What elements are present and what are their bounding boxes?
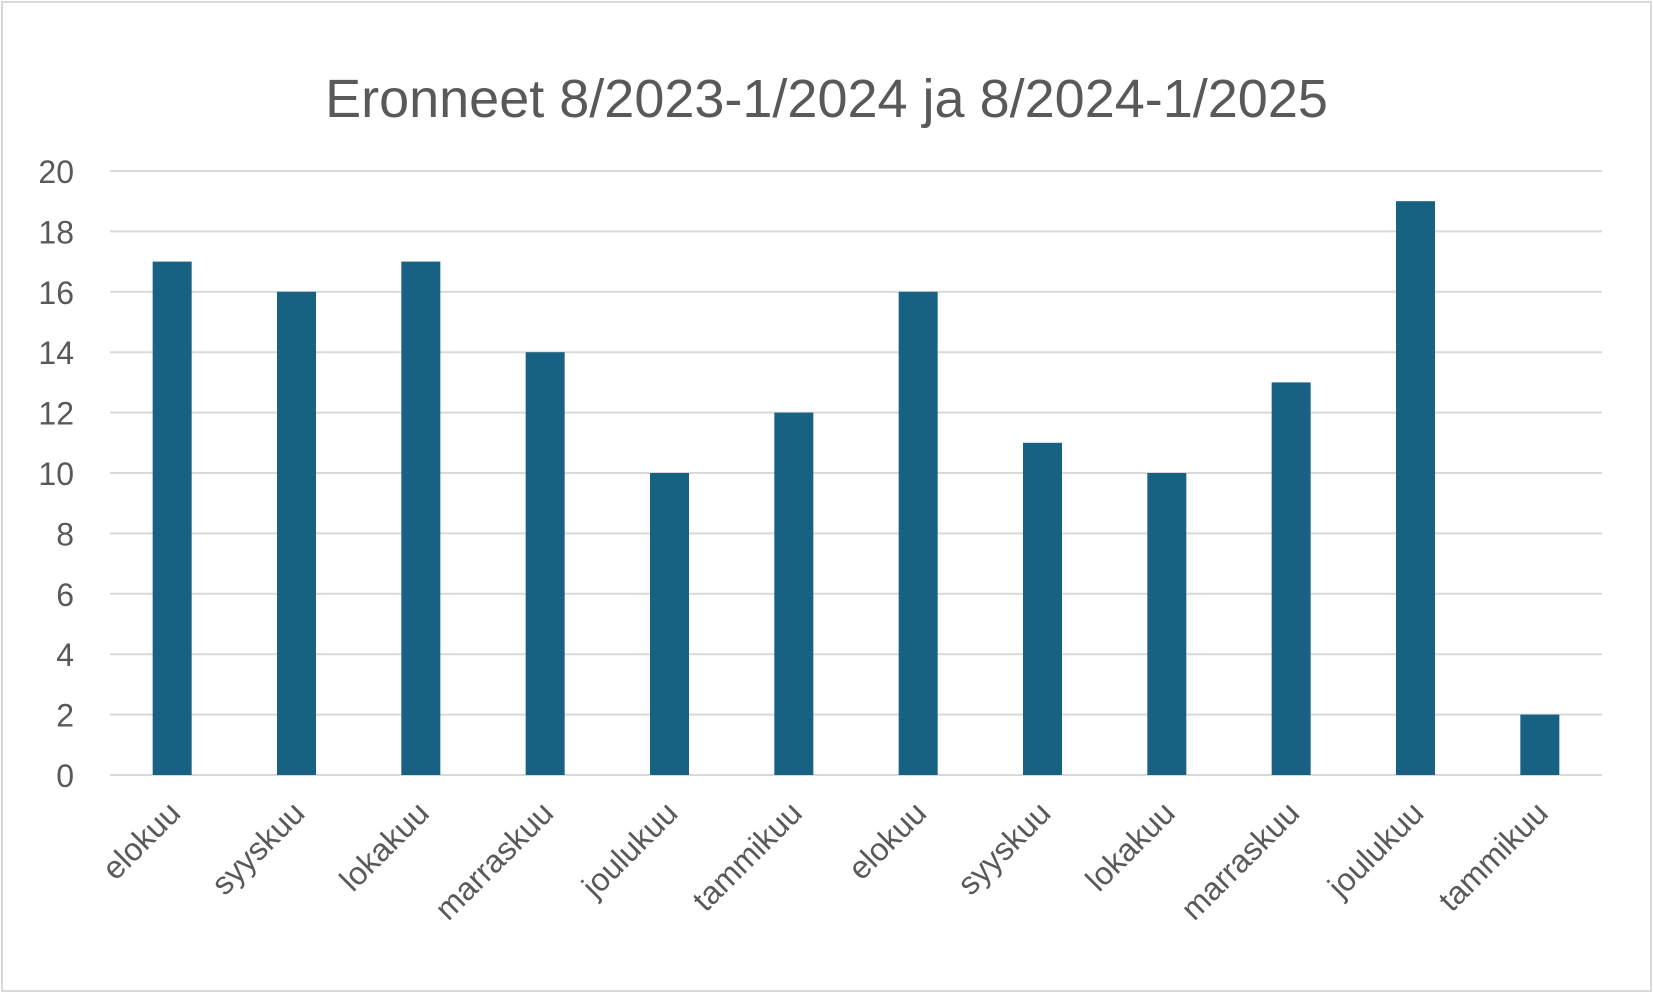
- y-tick-label: 4: [56, 637, 74, 673]
- bar: [1520, 714, 1560, 775]
- y-axis-ticks: 0 2 4 6 8 10 12 14 16 18 20: [38, 154, 74, 794]
- x-tick-label: marraskuu: [1174, 794, 1306, 926]
- bar: [1023, 442, 1062, 775]
- x-tick-label: joulukuu: [574, 794, 684, 904]
- bar: [898, 291, 938, 775]
- y-tick-label: 16: [38, 275, 74, 311]
- y-tick-label: 14: [38, 335, 74, 371]
- y-tick-label: 20: [38, 154, 74, 190]
- x-tick-label: tammikuu: [1431, 794, 1555, 918]
- y-tick-label: 10: [38, 456, 74, 492]
- bar: [1147, 473, 1187, 775]
- bar: [152, 261, 192, 776]
- bar: [774, 412, 814, 775]
- x-tick-label: marraskuu: [428, 794, 560, 926]
- x-tick-label: joulukuu: [1320, 794, 1430, 904]
- bar: [277, 291, 316, 775]
- bars: [152, 201, 1560, 776]
- bar: [650, 473, 689, 775]
- y-tick-label: 0: [56, 758, 74, 794]
- y-tick-label: 12: [38, 396, 74, 432]
- y-tick-label: 18: [38, 214, 74, 250]
- x-tick-label: elokuu: [841, 794, 933, 886]
- y-tick-label: 2: [56, 698, 74, 734]
- y-tick-label: 6: [56, 577, 74, 613]
- gridlines: [110, 170, 1602, 776]
- x-tick-label: syyskuu: [950, 794, 1057, 901]
- bar: [401, 261, 441, 776]
- chart-title: Eronneet 8/2023-1/2024 ja 8/2024-1/2025: [325, 69, 1328, 129]
- x-tick-label: tammikuu: [685, 794, 809, 918]
- bar: [1396, 201, 1435, 775]
- x-tick-label: lokakuu: [1078, 794, 1181, 897]
- x-tick-label: syyskuu: [204, 794, 311, 901]
- x-tick-label: lokakuu: [332, 794, 435, 897]
- bar: [1271, 382, 1311, 775]
- x-tick-label: elokuu: [95, 794, 187, 886]
- y-tick-label: 8: [56, 516, 74, 552]
- bar: [525, 352, 565, 775]
